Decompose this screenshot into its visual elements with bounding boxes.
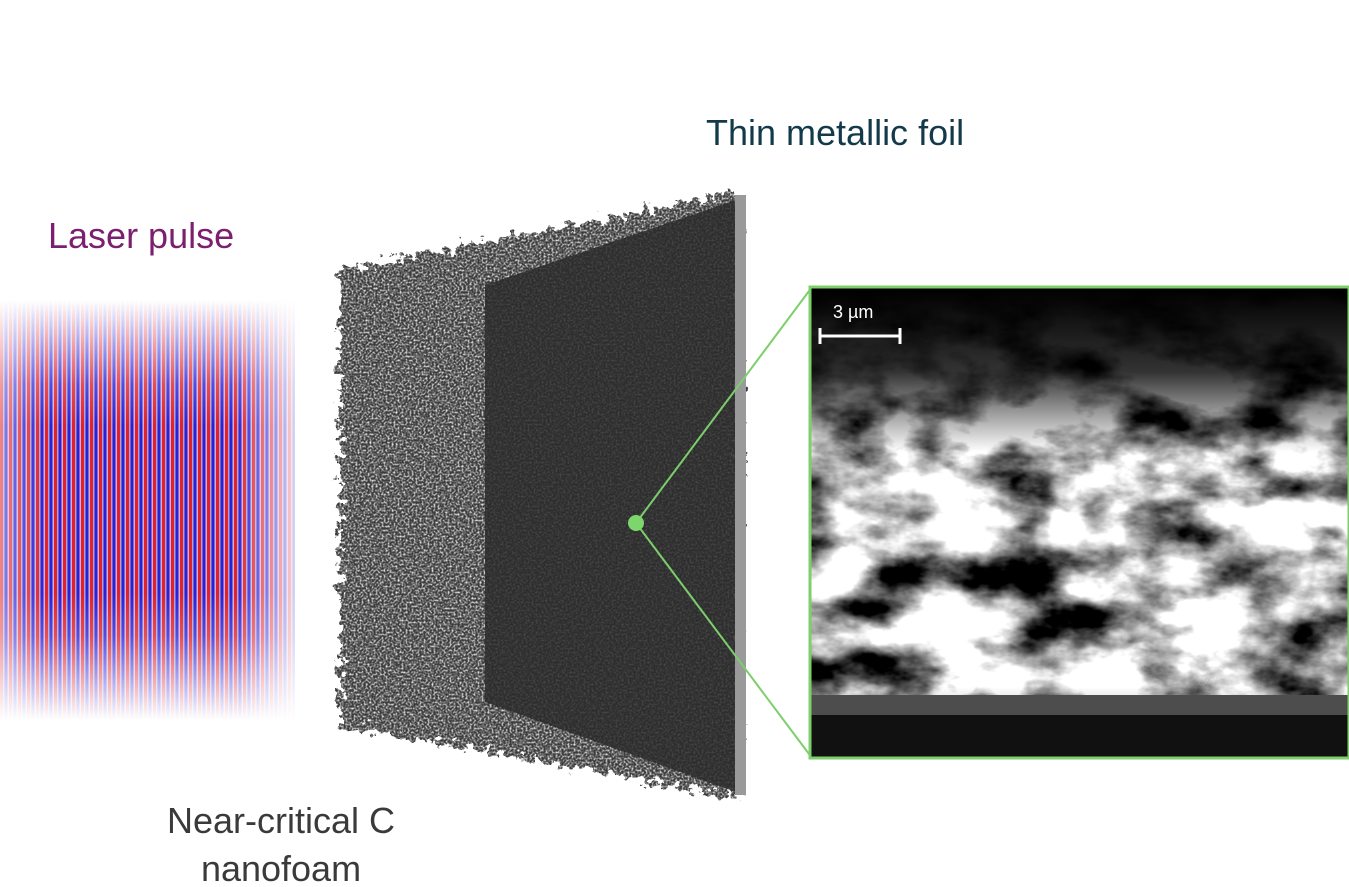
scale-bar-label: 3 µm bbox=[833, 302, 873, 322]
nanofoam-core bbox=[485, 200, 736, 792]
foil-label: Thin metallic foil bbox=[706, 112, 964, 153]
zoom-line bbox=[635, 522, 813, 759]
sem-image bbox=[810, 287, 1349, 758]
laser-pulse bbox=[0, 300, 295, 720]
laser-label: Laser pulse bbox=[48, 215, 234, 256]
sem-frame bbox=[808, 285, 1349, 760]
zoom-line bbox=[635, 286, 813, 524]
foam-label: Near-critical C bbox=[167, 800, 395, 841]
foam-label: nanofoam bbox=[201, 848, 361, 887]
zoom-point bbox=[628, 515, 644, 531]
metal-foil bbox=[735, 195, 746, 795]
